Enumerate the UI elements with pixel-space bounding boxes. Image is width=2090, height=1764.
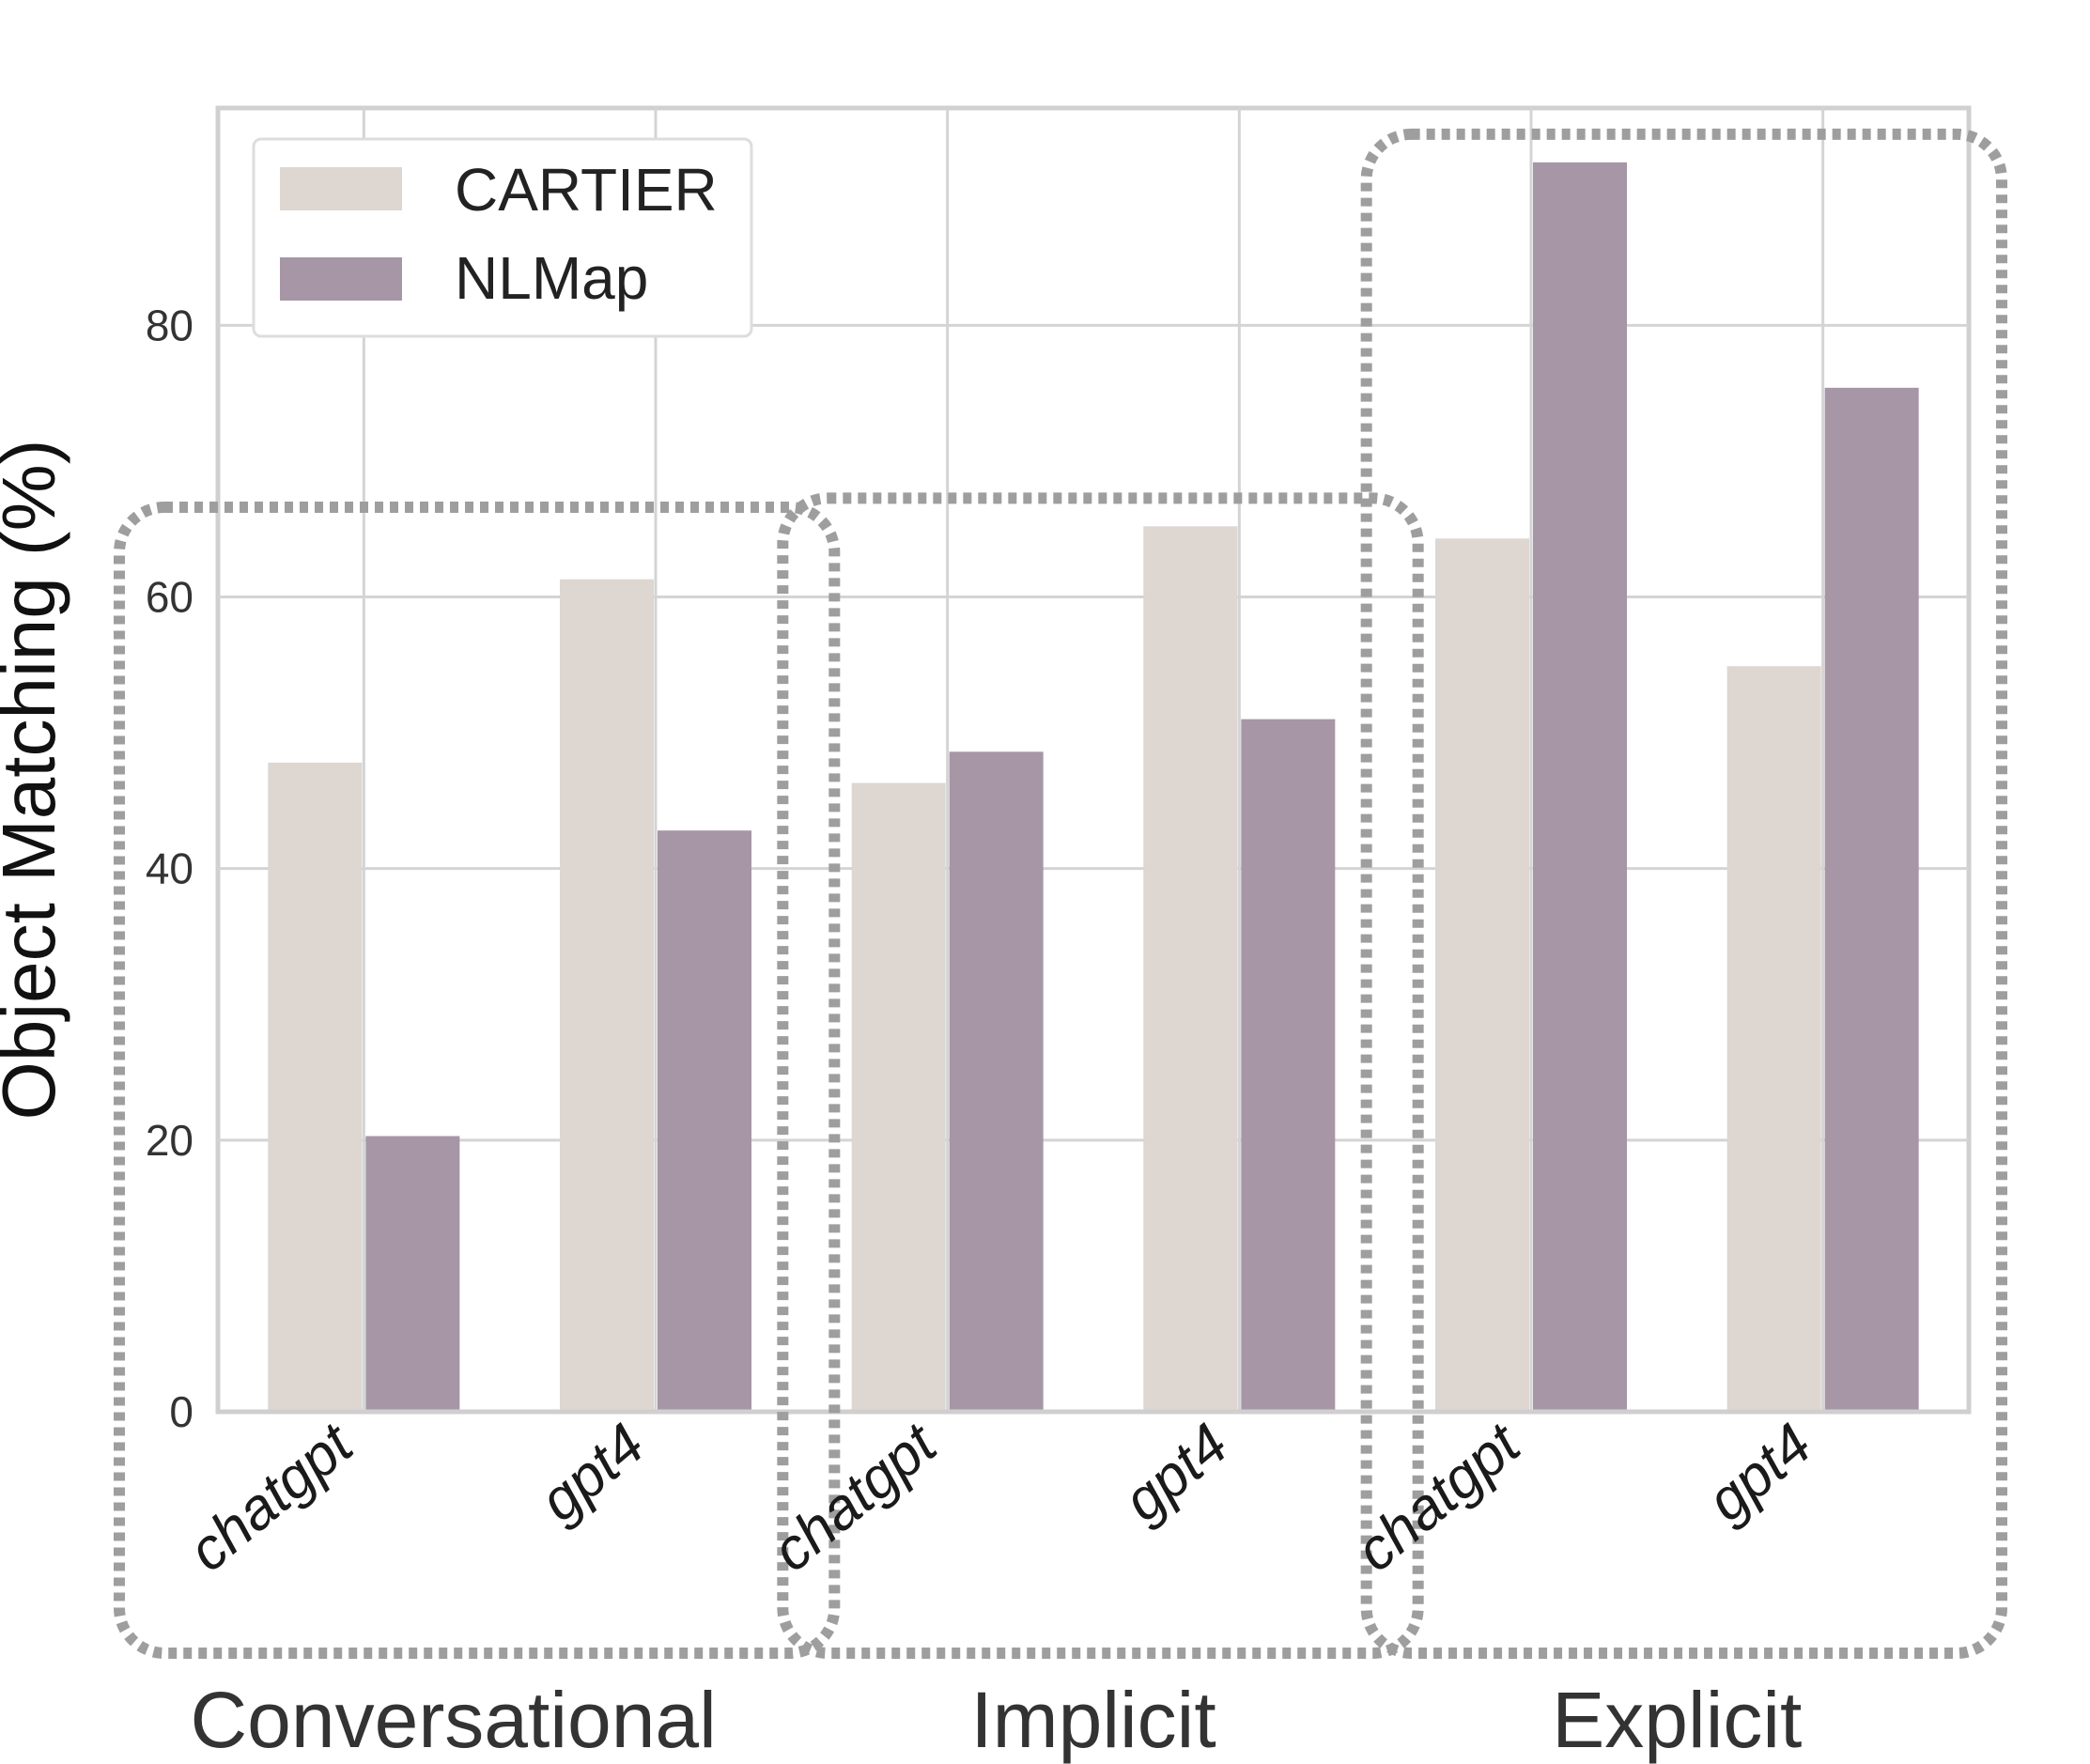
x-tick-label-gpt4-5: gpt4 xyxy=(1695,1412,1824,1534)
x-tick-labels: chatgpt gpt4 chatgpt gpt4 chatgpt gpt4 xyxy=(177,1410,1823,1584)
bar-nlmap-gpt4-1 xyxy=(658,830,751,1412)
y-tick-label-60: 60 xyxy=(146,573,194,622)
bar-nlmap-chatgpt-4 xyxy=(1533,162,1627,1412)
group-label-implicit: Implicit xyxy=(970,1676,1215,1764)
x-tick-label-gpt4-3: gpt4 xyxy=(1112,1412,1241,1534)
bar-cartier-gpt4-3 xyxy=(1143,526,1238,1412)
x-tick-label-gpt4-1: gpt4 xyxy=(528,1412,657,1534)
x-tick-label-chatgpt-0: chatgpt xyxy=(177,1410,366,1584)
group-labels: Conversational Implicit Explicit xyxy=(191,1676,1803,1764)
bar-nlmap-gpt4-3 xyxy=(1241,719,1336,1412)
y-axis-label: Object Matching (%) xyxy=(0,440,70,1121)
legend-swatch-nlmap xyxy=(280,257,402,301)
group-label-conversational: Conversational xyxy=(191,1676,717,1764)
group-label-explicit: Explicit xyxy=(1552,1676,1802,1764)
bar-cartier-gpt4-1 xyxy=(560,579,654,1412)
y-tick-label-80: 80 xyxy=(146,301,194,349)
bars xyxy=(218,162,1969,1415)
group-box-conversational xyxy=(114,502,841,1659)
bar-nlmap-chatgpt-2 xyxy=(949,751,1044,1412)
group-box-explicit xyxy=(1360,128,2007,1659)
bar-cartier-chatgpt-4 xyxy=(1435,538,1529,1412)
y-tick-labels: 0 20 40 60 80 xyxy=(146,301,194,1436)
bar-nlmap-gpt4-5 xyxy=(1824,387,1919,1412)
legend: CARTIER NLMap xyxy=(252,137,753,338)
legend-label-cartier: CARTIER xyxy=(455,156,718,224)
bar-cartier-chatgpt-0 xyxy=(268,762,363,1412)
bar-nlmap-chatgpt-0 xyxy=(365,1136,460,1412)
bar-cartier-gpt4-5 xyxy=(1726,666,1821,1412)
y-tick-label-40: 40 xyxy=(146,844,194,893)
x-tick-label-chatgpt-4: chatgpt xyxy=(1344,1410,1534,1584)
x-tick-label-chatgpt-2: chatgpt xyxy=(761,1410,951,1584)
y-tick-label-20: 20 xyxy=(146,1116,194,1165)
group-box-implicit xyxy=(777,492,1424,1659)
legend-swatch-cartier xyxy=(280,167,402,210)
group-boxes xyxy=(114,128,2007,1659)
bar-cartier-chatgpt-2 xyxy=(851,782,946,1412)
y-tick-label-0: 0 xyxy=(169,1387,194,1436)
legend-label-nlmap: NLMap xyxy=(455,244,648,312)
